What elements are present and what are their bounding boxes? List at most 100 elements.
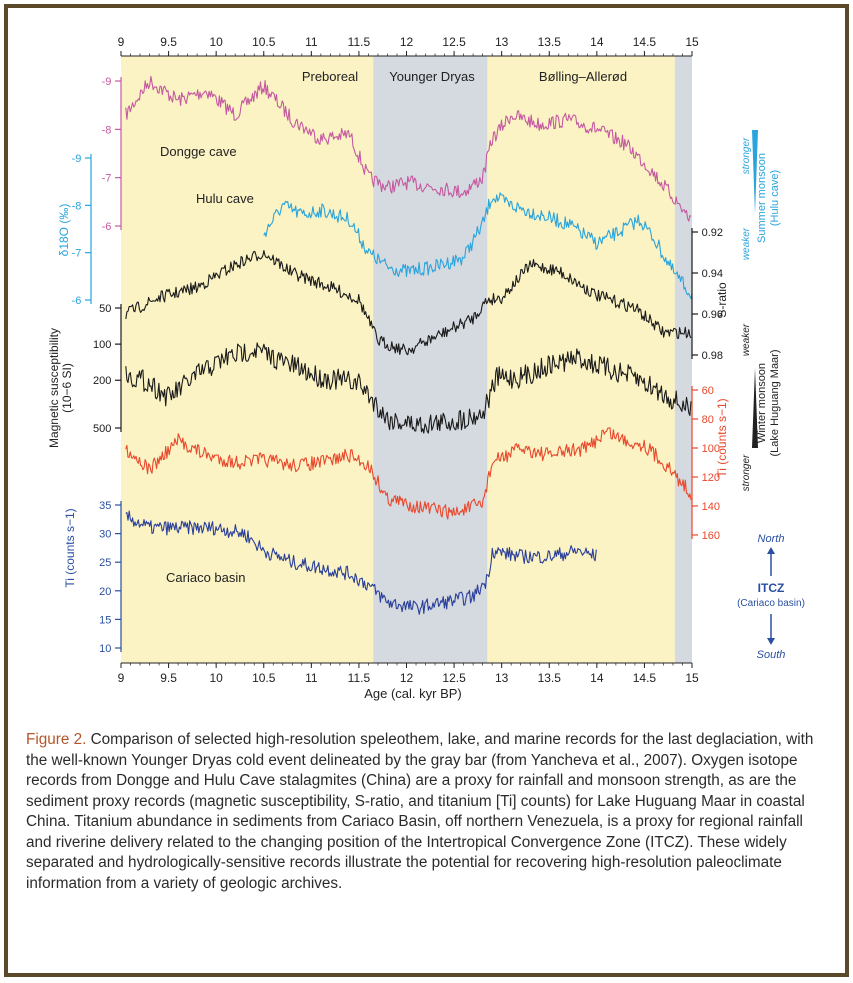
ti-tick-label-4: 140 [702,501,720,513]
itcz-south-arrowhead [767,638,775,645]
x-tick-label-bottom-7: 12.5 [442,671,466,685]
ti-axis-label: Ti (counts s−1) [715,398,729,477]
dongge-tick-label-1: -8 [102,124,112,136]
winter-monsoon-wedge [752,368,758,448]
s_ratio-tick-label-2: 0.96 [702,309,723,321]
x-tick-label-top-5: 11.5 [348,35,371,49]
hulu-cave-label: (Hulu cave) [769,170,781,226]
x-tick-label-bottom-0: 9 [118,671,125,685]
mag-tick-label-3: 500 [93,423,111,435]
itcz-south-label: South [757,649,786,661]
axes-layer: 9 9 9.5 9.5 10 10 10.5 10.5 11 11 11.5 11.5 12 12 12.5… [72,35,723,685]
period-bands [121,56,692,663]
summer-weaker-label: weaker [741,227,752,260]
x-tick-label-bottom-9: 13.5 [538,671,562,685]
x-tick-label-bottom-3: 10.5 [252,671,276,685]
x-tick-label-top-9: 13.5 [538,35,562,49]
mag-tick-label-0: 50 [99,303,111,315]
s_ratio-tick-label-1: 0.94 [702,268,723,280]
x-tick-label-top-8: 13 [495,35,509,49]
dongge-tick-label-2: -7 [102,173,112,185]
x-tick-label-top-1: 9.5 [160,35,177,49]
x-tick-label-bottom-12: 15 [685,671,699,685]
mag-tick-label-2: 200 [93,375,111,387]
cariaco-tick-label-1: 30 [99,529,111,541]
ti-tick-label-5: 160 [702,530,720,542]
x-tick-label-top-12: 15 [685,35,699,49]
s_ratio-tick-label-0: 0.92 [702,227,723,239]
winter-weaker-label: weaker [741,323,752,356]
mag-axis-label-2: (10−6 SI) [60,363,74,413]
x-tick-label-bottom-1: 9.5 [160,671,177,685]
series-line-s_ratio [125,250,692,356]
summer-stronger-label: stronger [741,137,752,174]
period-label-bolling-allerod: Bølling–Allerød [539,69,627,84]
annotation-cariaco: Cariaco basin [166,570,246,585]
winter-monsoon-label: Winter monsoon [756,363,768,443]
period-band-3 [674,56,692,663]
cariaco-axis-label: Ti (counts s−1) [63,508,77,587]
series-line-ti [125,427,692,520]
caption-text: Comparison of selected high-resolution s… [26,731,814,892]
annotation-hulu: Hulu cave [196,191,254,206]
series-line-hulu [263,192,693,300]
ti-tick-label-1: 80 [702,414,714,426]
series-line-mag [125,342,692,434]
x-tick-label-top-6: 12 [400,35,414,49]
x-tick-label-top-4: 11 [305,35,318,49]
series-layer [125,75,693,615]
ti-tick-label-0: 60 [702,385,714,397]
cariaco-tick-label-3: 20 [99,586,111,598]
caption-label: Figure 2. [26,731,87,748]
x-axis-title: Age (cal. kyr BP) [364,686,462,701]
x-tick-label-top-3: 10.5 [252,35,276,49]
series-line-dongge [125,75,692,222]
itcz-label: ITCZ [758,581,785,595]
d18o-axis-label: δ18O (‰) [57,204,71,257]
dongge-tick-label-3: -6 [102,221,112,233]
figure-frame: 9 9 9.5 9.5 10 10 10.5 10.5 11 11 11.5 11.5 12 12 12.5… [4,4,849,977]
dongge-tick-label-0: -9 [102,76,112,88]
x-tick-label-bottom-2: 10 [209,671,223,685]
summer-monsoon-wedge [752,130,758,214]
hulu-tick-label-2: -7 [72,248,82,260]
mag-tick-label-1: 100 [93,339,111,351]
x-tick-label-bottom-8: 13 [495,671,509,685]
x-tick-label-top-10: 14 [590,35,604,49]
itcz-sub-label: (Cariaco basin) [737,598,805,609]
x-tick-label-top-7: 12.5 [442,35,466,49]
x-tick-label-top-0: 9 [118,35,125,49]
period-band-1 [373,56,488,663]
period-label-preboreal: Preboreal [302,69,358,84]
cariaco-tick-label-2: 25 [99,557,111,569]
cariaco-tick-label-5: 10 [99,643,111,655]
lake-huguang-label: (Lake Huguang Maar) [769,349,781,456]
annotation-dongge: Dongge cave [160,144,237,159]
x-tick-label-bottom-11: 14.5 [633,671,657,685]
x-tick-label-top-2: 10 [209,35,223,49]
x-tick-label-top-11: 14.5 [633,35,657,49]
cariaco-tick-label-0: 35 [99,500,111,512]
figure-caption: Figure 2. Comparison of selected high-re… [26,730,826,894]
hulu-tick-label-1: -8 [72,200,82,212]
hulu-tick-label-0: -9 [72,153,82,165]
series-line-cariaco [125,510,597,615]
x-tick-label-bottom-4: 11 [305,671,318,685]
winter-stronger-label: stronger [741,454,752,491]
x-tick-label-bottom-5: 11.5 [348,671,371,685]
s-ratio-axis-label: S-ratio [715,282,729,318]
itcz-north-arrowhead [767,547,775,554]
period-band-2 [487,56,675,663]
cariaco-tick-label-4: 15 [99,614,111,626]
s_ratio-tick-label-3: 0.98 [702,350,723,362]
chart: 9 9 9.5 9.5 10 10 10.5 10.5 11 11 11.5 11.5 12 12 12.5… [47,35,805,701]
x-tick-label-bottom-10: 14 [590,671,604,685]
itcz-north-label: North [758,533,785,545]
period-band-0 [121,56,374,663]
summer-monsoon-label: Summer monsoon [756,153,768,243]
period-label-younger-dryas: Younger Dryas [389,69,475,84]
x-tick-label-bottom-6: 12 [400,671,414,685]
ti-tick-label-3: 120 [702,472,720,484]
mag-axis-label-1: Magnetic susceptibility [47,328,61,448]
ti-tick-label-2: 100 [702,443,720,455]
